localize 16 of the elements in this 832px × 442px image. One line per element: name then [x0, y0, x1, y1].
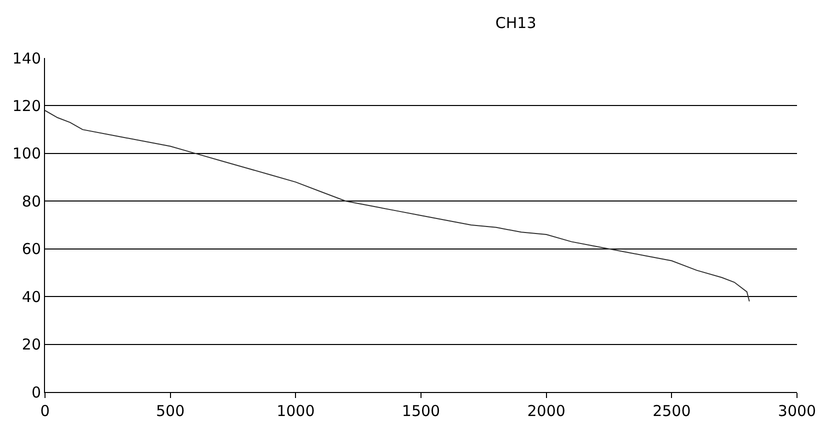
y-tick-label: 60	[22, 240, 41, 258]
y-tick-label: 80	[22, 192, 41, 210]
x-tick-label: 2500	[652, 402, 691, 420]
x-tick-label: 1500	[402, 402, 440, 420]
y-tick-label: 100	[12, 144, 41, 163]
y-tick-label: 20	[22, 336, 41, 354]
x-tick-label: 1000	[276, 402, 315, 420]
x-tick-label: 500	[156, 402, 185, 420]
y-tick-label: 40	[22, 288, 41, 306]
x-tick-label: 3000	[778, 402, 816, 420]
y-tick-label: 0	[31, 383, 41, 402]
line-series	[45, 110, 750, 302]
y-tick-label: 140	[12, 49, 41, 68]
y-tick-label: 120	[12, 96, 41, 115]
chart-title: CH13	[495, 14, 536, 32]
x-tick-label: 2000	[527, 402, 566, 420]
